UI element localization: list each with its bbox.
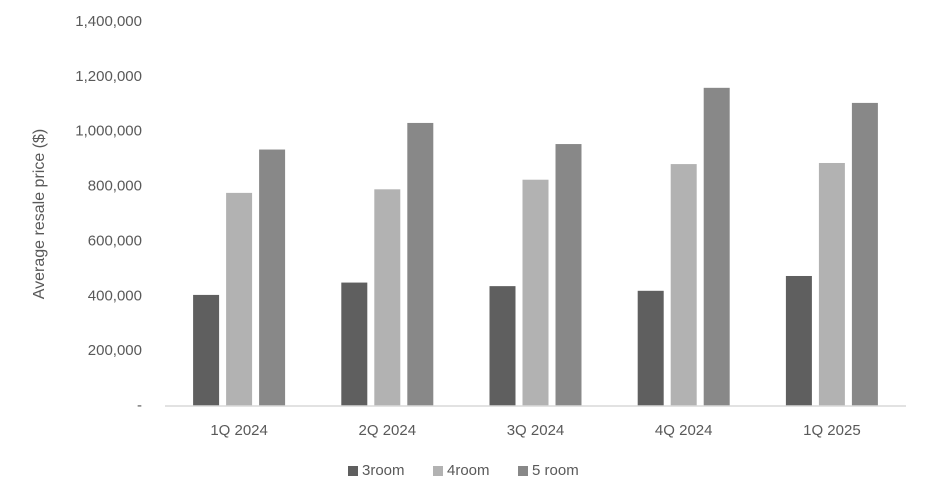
bar [407, 122, 434, 407]
x-tick-label: 1Q 2025 [803, 422, 861, 439]
bar [851, 102, 878, 407]
legend-swatch [433, 466, 443, 476]
y-tick-label: 600,000 [88, 232, 142, 249]
y-tick-label: 400,000 [88, 287, 142, 304]
y-tick-label: 1,400,000 [75, 13, 142, 30]
bar [785, 275, 812, 406]
x-tick-label: 2Q 2024 [359, 422, 417, 439]
x-tick-label: 3Q 2024 [507, 422, 565, 439]
y-tick-label: 200,000 [88, 342, 142, 359]
bar [489, 286, 516, 406]
bar [341, 282, 368, 406]
y-tick-label: 800,000 [88, 178, 142, 195]
x-tick-label: 1Q 2024 [210, 422, 268, 439]
bar [670, 164, 697, 406]
y-tick-label: 1,000,000 [75, 123, 142, 140]
y-axis-title: Average resale price ($) [31, 129, 48, 299]
legend-label: 4room [447, 462, 490, 479]
bar [259, 149, 286, 407]
bar [637, 290, 664, 406]
x-tick-label: 4Q 2024 [655, 422, 713, 439]
bar [374, 189, 401, 406]
legend-label: 5 room [532, 462, 579, 479]
legend-label: 3room [362, 462, 405, 479]
bar [703, 87, 730, 406]
bar [522, 179, 549, 406]
legend-swatch [348, 466, 358, 476]
bar [818, 162, 845, 406]
bar [193, 294, 220, 406]
bar [226, 192, 253, 406]
y-tick-label: - [137, 397, 142, 414]
y-tick-label: 1,200,000 [75, 68, 142, 85]
legend-swatch [518, 466, 528, 476]
bar [555, 144, 582, 407]
